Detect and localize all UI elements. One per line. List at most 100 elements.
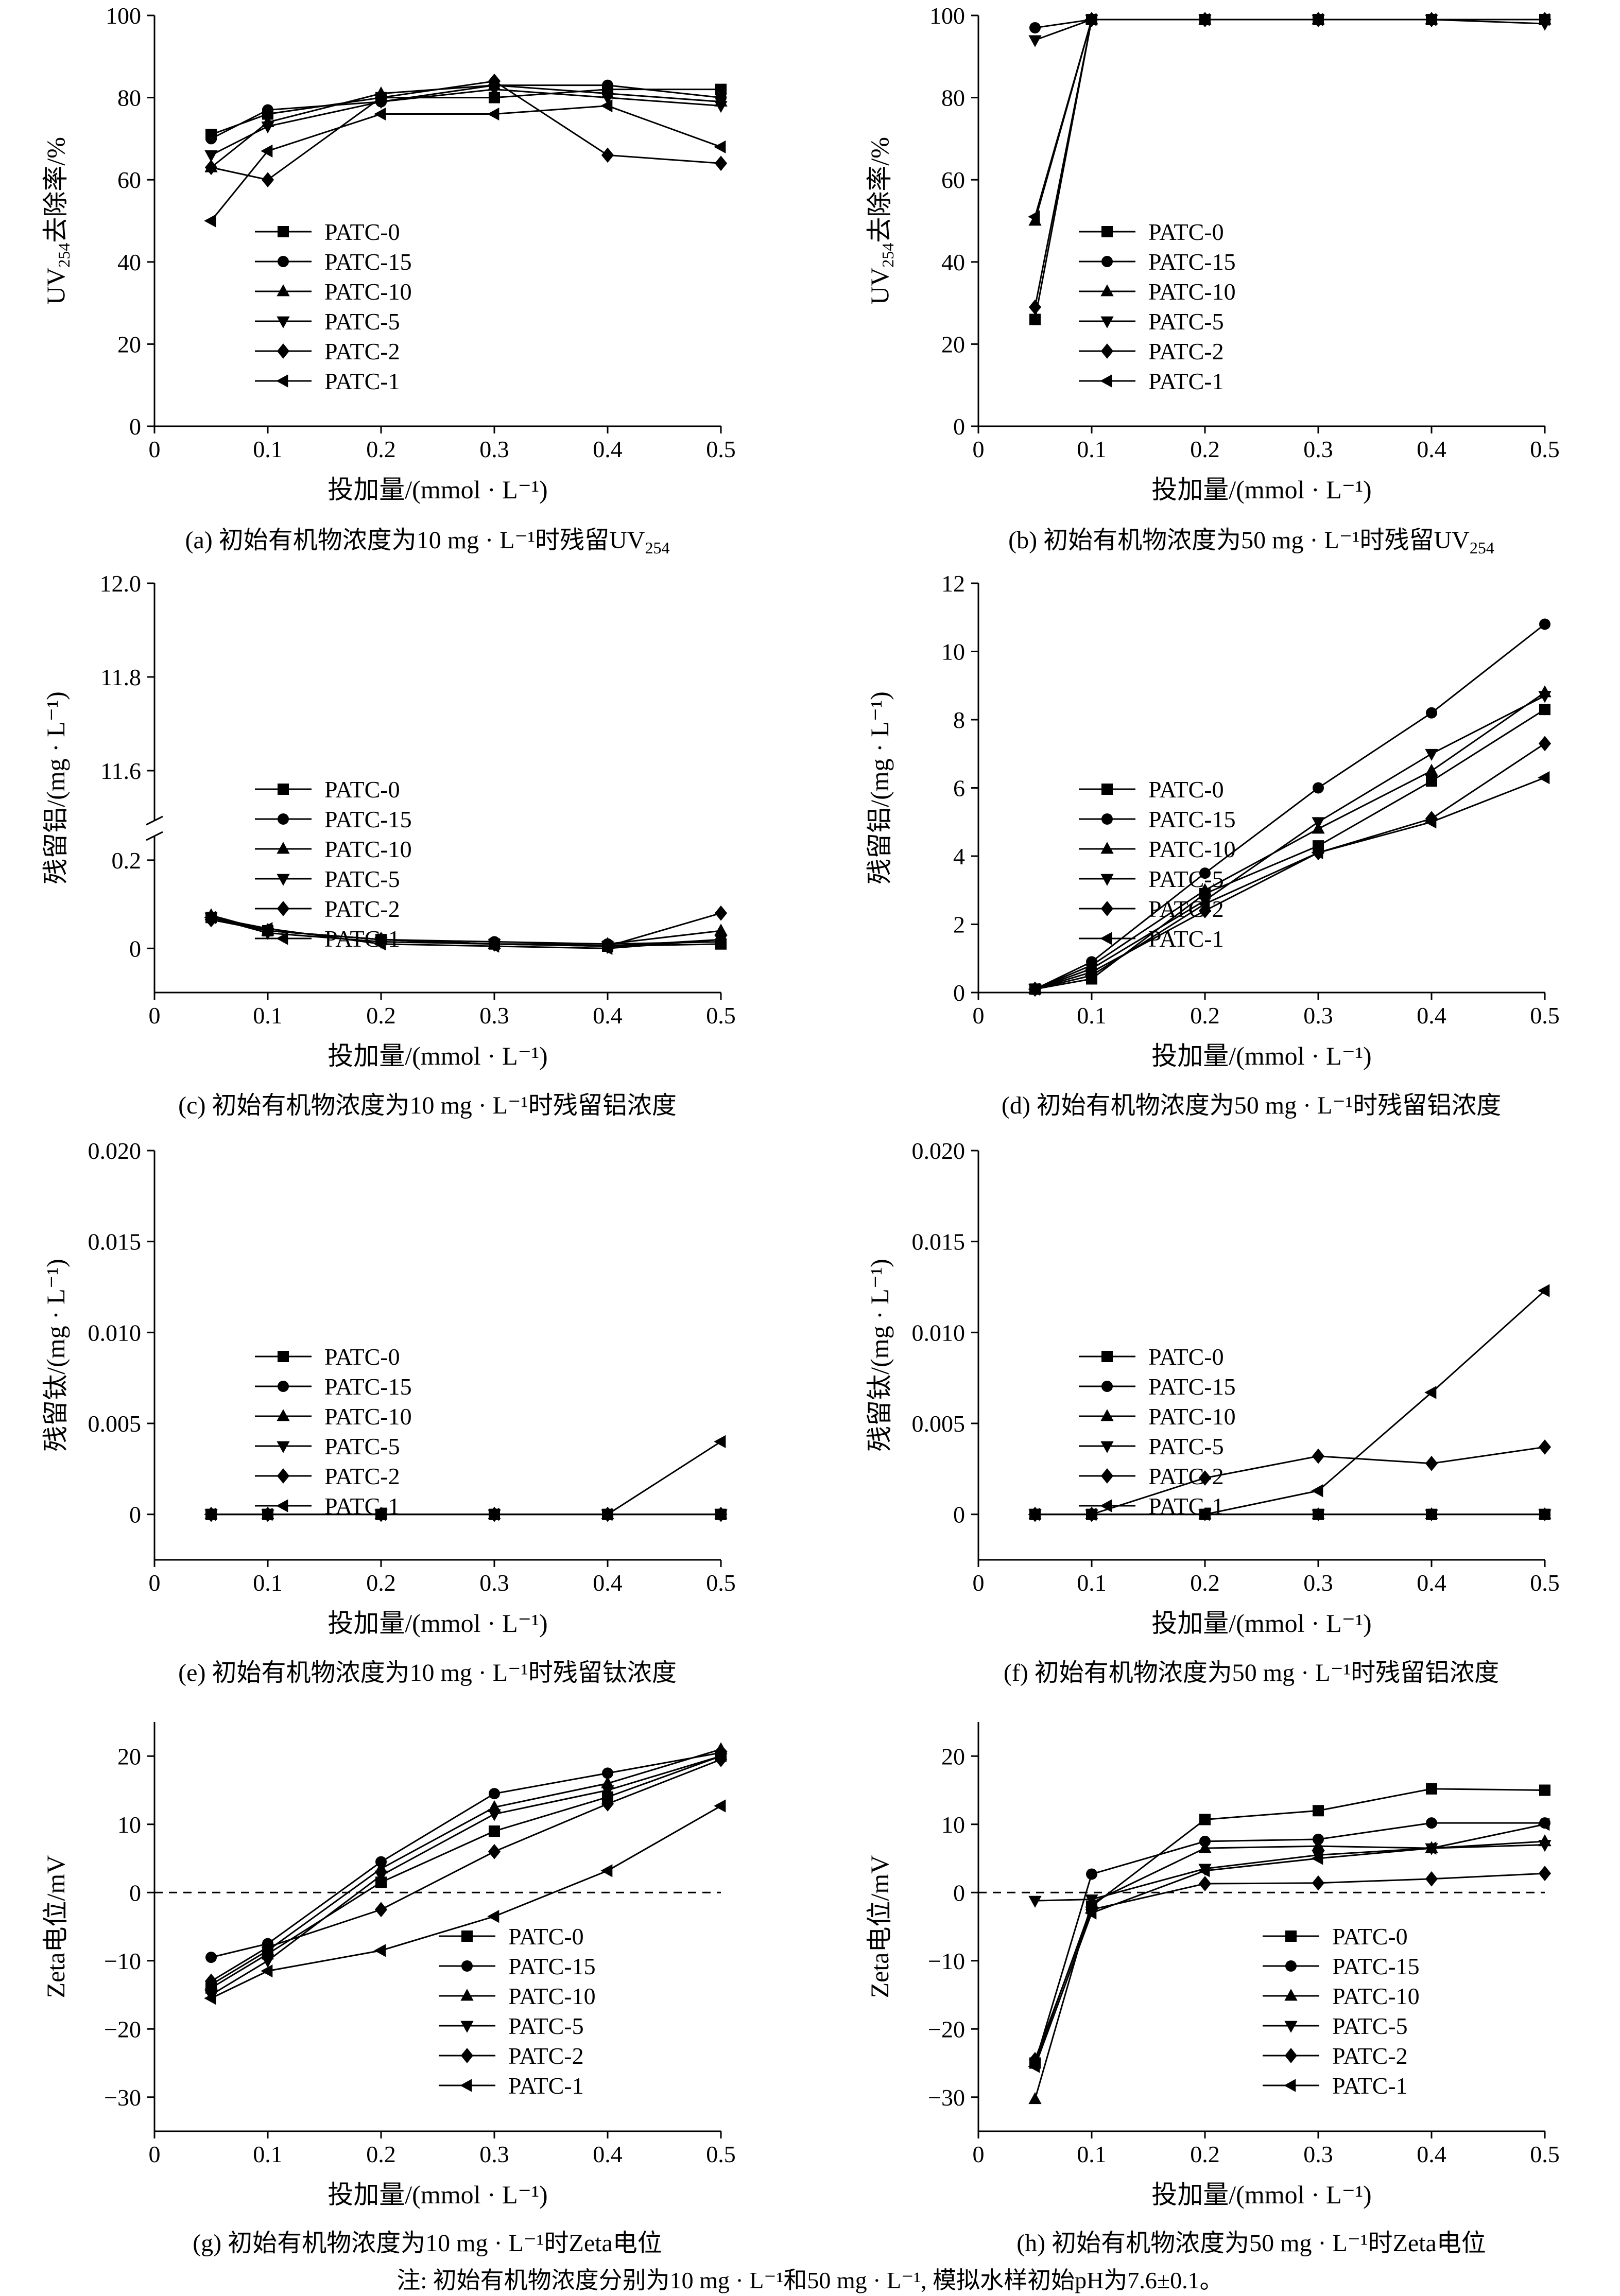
x-tick-label: 0.1 [253, 436, 283, 462]
series-line [211, 1748, 721, 1986]
legend-marker [277, 1409, 290, 1421]
y-tick-label: 80 [117, 85, 141, 111]
legend-marker [276, 1499, 288, 1512]
series-PATC-10 [1028, 12, 1552, 226]
data-point [1538, 1840, 1552, 1852]
data-point [1312, 1448, 1325, 1464]
data-point [714, 1742, 728, 1754]
figure-note: 注: 初始有机物浓度分别为10 mg · L⁻¹和50 mg · L⁻¹, 模拟… [397, 2267, 1223, 2293]
data-point [1425, 1871, 1438, 1887]
legend-label: PATC-5 [1148, 308, 1224, 335]
legend-label: PATC-5 [1332, 2013, 1408, 2039]
legend-label: PATC-10 [1148, 279, 1236, 305]
legend-item: PATC-0 [1079, 776, 1224, 803]
data-point [204, 1508, 216, 1521]
data-point [714, 101, 728, 113]
y-tick-label: 10 [941, 639, 965, 665]
data-point [600, 1508, 613, 1521]
data-point [1084, 1906, 1097, 1920]
legend-label: PATC-10 [1148, 1403, 1236, 1430]
legend-item: PATC-15 [255, 249, 412, 275]
legend-label: PATC-10 [1148, 836, 1236, 862]
chart-f: 0 0.1 0.2 0.3 0.4 0.5 0 0.005 0.010 0.015 0.020 投加量… [865, 1138, 1560, 1686]
legend-item: PATC-5 [1263, 2013, 1408, 2039]
legend-marker [1100, 316, 1114, 328]
legend-item: PATC-15 [255, 1373, 412, 1400]
data-point [1028, 2060, 1040, 2073]
x-tick-label: 0.3 [479, 436, 509, 462]
data-point [1198, 883, 1212, 895]
series-PATC-1 [204, 1435, 726, 1521]
data-point [1198, 1876, 1212, 1891]
series-PATC-2 [1028, 1866, 1552, 2067]
legend-item: PATC-1 [1263, 2073, 1408, 2099]
data-point [1028, 1508, 1040, 1521]
legend-item: PATC-10 [255, 836, 412, 862]
x-tick-label: 0.1 [253, 1002, 283, 1029]
y-tick-label: 0.010 [88, 1319, 142, 1346]
x-tick-label: 0.4 [1417, 1002, 1446, 1029]
legend: PATC-0 PATC-15 PATC-10 PATC-5 PATC-2 PATC-1 [1079, 219, 1236, 394]
data-point [374, 1944, 386, 1957]
data-point [1198, 1841, 1212, 1853]
x-tick-label: 0.5 [706, 1570, 736, 1596]
y-tick-label: 60 [941, 167, 965, 193]
y-tick-label: −10 [104, 1948, 141, 1974]
data-point [205, 133, 217, 145]
legend-marker [1100, 374, 1112, 388]
legend-marker [1101, 1351, 1113, 1362]
x-tick-label: 0.3 [479, 2141, 509, 2167]
data-point [1028, 982, 1040, 996]
series-PATC-15 [1029, 13, 1550, 33]
data-point [1028, 210, 1040, 223]
series-PATC-5 [204, 1509, 728, 1522]
legend-item: PATC-1 [255, 368, 400, 394]
series-line [1035, 19, 1545, 41]
data-point [1539, 704, 1550, 716]
data-point [1539, 618, 1550, 630]
x-tick-label: 0.4 [1417, 436, 1446, 462]
y-tick-label: 20 [941, 331, 965, 357]
legend: PATC-0 PATC-15 PATC-10 PATC-5 PATC-2 PATC-1 [439, 1923, 596, 2099]
legend-label: PATC-2 [324, 338, 400, 364]
data-point [1311, 1852, 1323, 1865]
series-PATC-10 [204, 1742, 728, 1990]
data-point [1425, 1455, 1438, 1471]
legend-marker [276, 932, 288, 945]
y-tick-label: 0.015 [88, 1229, 142, 1255]
y-tick-label: 0 [953, 413, 965, 440]
legend-label: PATC-0 [324, 219, 400, 245]
legend-label: PATC-0 [1148, 776, 1224, 803]
series-line [1035, 623, 1545, 990]
legend-item: PATC-0 [439, 1923, 584, 1950]
series-line [211, 916, 721, 949]
legend-marker [1101, 813, 1113, 825]
data-point [714, 933, 726, 946]
legend-item: PATC-1 [1079, 1493, 1224, 1519]
data-point [1538, 13, 1550, 26]
data-point [1028, 35, 1042, 47]
y-tick-label: 0 [129, 1502, 141, 1528]
x-axis-title: 投加量/(mmol · L⁻¹) [328, 2180, 547, 2209]
data-point [488, 1843, 501, 1859]
data-point [1424, 13, 1437, 26]
legend-label: PATC-10 [508, 1983, 596, 2009]
legend-marker [1100, 1468, 1114, 1484]
series-line [1034, 1788, 1545, 2064]
legend-label: PATC-10 [324, 836, 412, 862]
legend-marker [460, 1989, 474, 2001]
series-line [211, 89, 721, 156]
data-point [714, 905, 728, 921]
x-axis-title: 投加量/(mmol · L⁻¹) [1151, 2180, 1371, 2209]
series-line [211, 1755, 721, 1989]
x-tick-label: 0 [149, 1570, 161, 1596]
series-line [211, 1759, 721, 1982]
x-tick-label: 0.5 [706, 436, 736, 462]
x-tick-label: 0.5 [706, 1002, 736, 1029]
legend-marker [1101, 784, 1113, 795]
legend-label: PATC-1 [508, 2073, 584, 2099]
y-axis-title: 残留铝/(mg · L⁻¹) [865, 691, 894, 884]
data-point [602, 1767, 613, 1779]
x-tick-label: 0 [149, 1002, 161, 1029]
